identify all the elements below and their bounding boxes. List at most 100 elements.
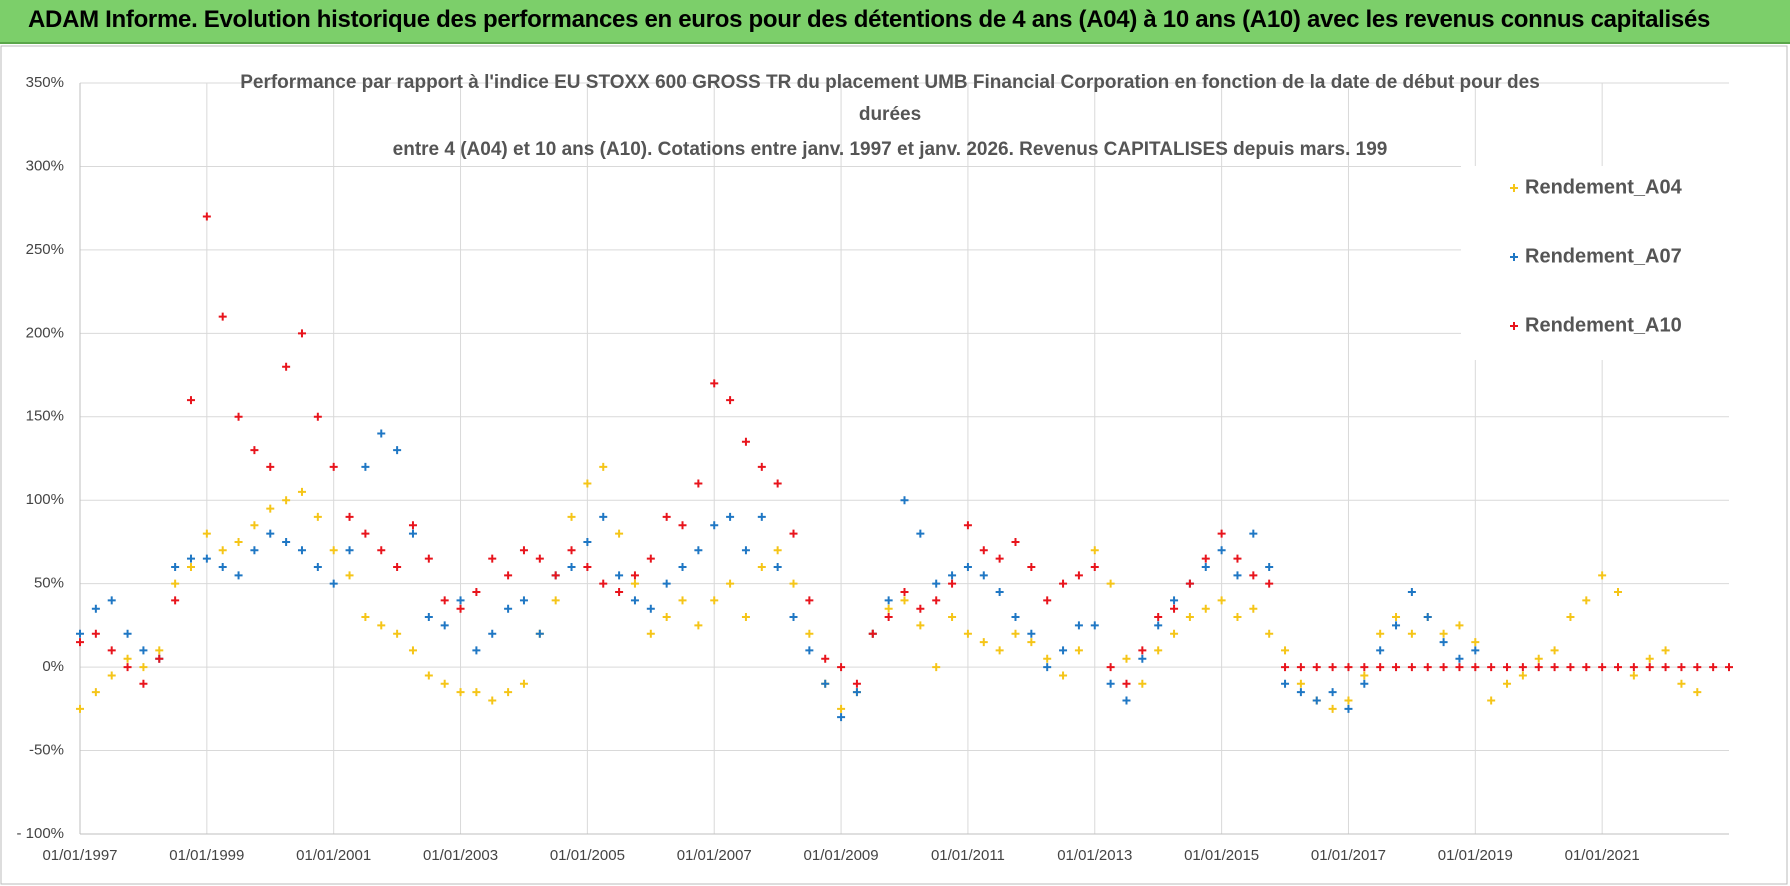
data-point (884, 596, 893, 605)
data-point (1281, 646, 1290, 655)
data-point (1534, 663, 1543, 672)
data-point (963, 521, 972, 530)
y-tick-label: 350% (26, 74, 64, 91)
data-point (1439, 629, 1448, 638)
data-point (1011, 537, 1020, 546)
data-point (1106, 579, 1115, 588)
data-point (583, 537, 592, 546)
data-point (107, 671, 116, 680)
data-point (1392, 621, 1401, 630)
data-point (1693, 663, 1702, 672)
y-tick-label: 50% (34, 575, 64, 592)
data-point (1693, 688, 1702, 697)
legend-marker (1510, 253, 1518, 261)
data-point (266, 529, 275, 538)
data-point (1439, 638, 1448, 647)
y-tick-label: 200% (26, 324, 64, 341)
data-point (1661, 663, 1670, 672)
x-tick-label: 01/01/2013 (1057, 847, 1132, 864)
data-point (1185, 613, 1194, 622)
data-point (250, 546, 259, 555)
data-point (361, 529, 370, 538)
data-point (91, 688, 100, 697)
data-point (1090, 546, 1099, 555)
data-point (821, 654, 830, 663)
data-point (1392, 663, 1401, 672)
data-point (821, 679, 830, 688)
data-point (186, 554, 195, 563)
data-point (1503, 663, 1512, 672)
data-point (599, 512, 608, 521)
data-point (1629, 663, 1638, 672)
x-tick-label: 01/01/2011 (931, 847, 1005, 864)
data-point (297, 546, 306, 555)
data-point (1455, 663, 1464, 672)
data-point (1170, 604, 1179, 613)
data-point (1233, 571, 1242, 580)
data-point (757, 512, 766, 521)
data-point (1518, 671, 1527, 680)
data-point (76, 704, 84, 713)
data-point (1534, 654, 1543, 663)
data-point (408, 529, 417, 538)
data-point (1598, 663, 1607, 672)
data-point (646, 604, 655, 613)
x-tick-label: 01/01/2017 (1311, 847, 1386, 864)
data-point (789, 579, 798, 588)
data-point (1677, 663, 1686, 672)
data-point (266, 504, 275, 513)
data-point (1376, 663, 1385, 672)
data-point (694, 546, 703, 555)
data-point (1074, 571, 1083, 580)
data-point (1122, 679, 1131, 688)
data-point (1154, 621, 1163, 630)
data-point (1217, 596, 1226, 605)
data-point (186, 396, 195, 405)
data-point (630, 596, 639, 605)
data-point (1074, 646, 1083, 655)
data-point (234, 412, 243, 421)
data-point (1011, 629, 1020, 638)
data-point (234, 571, 243, 580)
data-point (948, 571, 957, 580)
y-tick-label: 0% (42, 658, 64, 675)
data-point (1503, 679, 1512, 688)
data-point (202, 554, 211, 563)
data-point (900, 496, 909, 505)
data-point (171, 596, 180, 605)
data-point (1328, 688, 1337, 697)
data-point (1629, 671, 1638, 680)
data-point (916, 621, 925, 630)
banner: ADAM Informe. Evolution historique des p… (0, 0, 1790, 44)
data-point (1376, 629, 1385, 638)
data-point (678, 562, 687, 571)
data-point (1185, 579, 1194, 588)
data-point (535, 554, 544, 563)
data-point (1725, 663, 1733, 672)
x-tick-label: 01/01/1997 (42, 847, 117, 864)
data-point (615, 588, 624, 597)
data-point (694, 479, 703, 488)
data-point (948, 613, 957, 622)
data-point (852, 679, 861, 688)
data-point (963, 629, 972, 638)
data-point (1122, 696, 1131, 705)
data-point (1360, 663, 1369, 672)
data-point (1296, 688, 1305, 697)
data-point (1201, 562, 1210, 571)
data-point (472, 688, 481, 697)
data-point (1170, 596, 1179, 605)
data-point (504, 604, 513, 613)
data-point (1455, 654, 1464, 663)
data-point (710, 379, 719, 388)
data-point (456, 688, 465, 697)
data-point (630, 571, 639, 580)
data-point (916, 604, 925, 613)
data-point (282, 537, 291, 546)
data-point (1709, 663, 1718, 672)
data-point (282, 362, 291, 371)
data-point (583, 479, 592, 488)
data-point (1090, 621, 1099, 630)
data-point (916, 529, 925, 538)
data-point (757, 562, 766, 571)
